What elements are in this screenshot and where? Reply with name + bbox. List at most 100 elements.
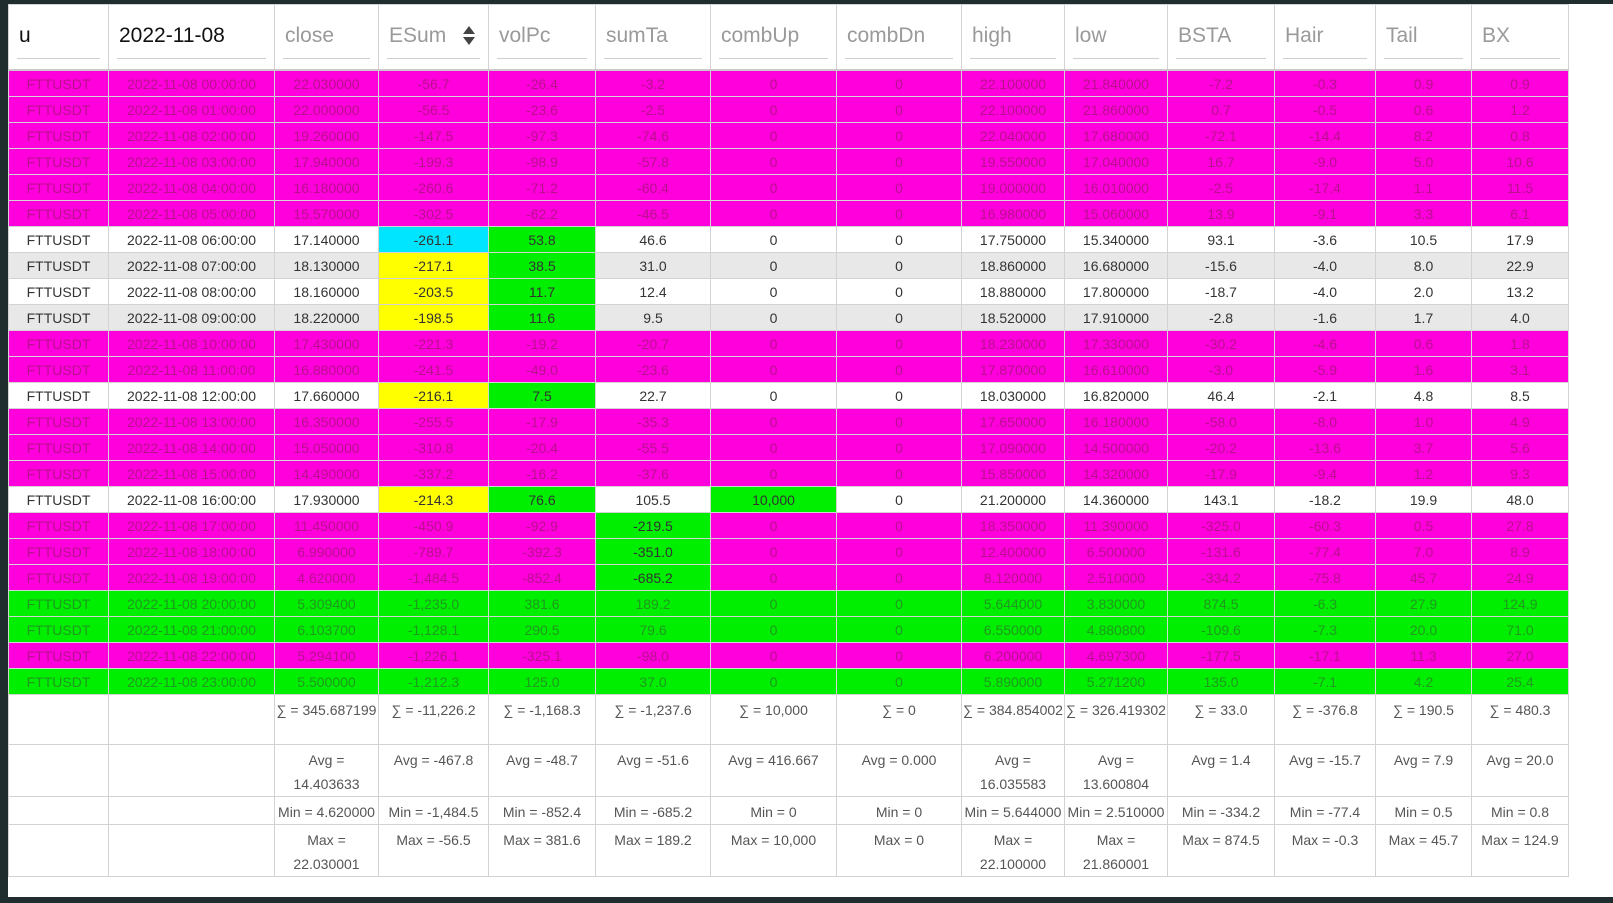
summary-cell: ∑ = 190.5 xyxy=(1375,694,1472,745)
column-header-combup[interactable]: combUp xyxy=(710,4,837,71)
table-cell: 0 xyxy=(710,590,837,617)
table-cell: 12.4 xyxy=(595,278,711,305)
column-header-bsta[interactable]: BSTA xyxy=(1167,4,1275,71)
table-row[interactable]: FTTUSDT 2022-11-08 12:00:00 17.660000 -216.… xyxy=(8,382,1569,409)
column-header-low[interactable]: low xyxy=(1064,4,1168,71)
column-header-combdn[interactable]: combDn xyxy=(836,4,962,71)
table-cell: -49.0 xyxy=(488,356,596,383)
column-header-esum[interactable]: ESum xyxy=(378,4,489,71)
summary-cell: Avg = 1.4 xyxy=(1167,744,1275,797)
table-cell: -58.0 xyxy=(1167,408,1275,435)
table-cell: 381.6 xyxy=(488,590,596,617)
column-header-bx[interactable]: BX xyxy=(1471,4,1569,71)
table-cell: -109.6 xyxy=(1167,616,1275,643)
column-header-u[interactable]: u xyxy=(8,4,109,71)
column-header-volpc[interactable]: volPc xyxy=(488,4,596,71)
table-cell: 17.800000 xyxy=(1064,278,1168,305)
table-cell: -3.2 xyxy=(595,69,711,97)
table-cell: 11.5 xyxy=(1471,174,1569,201)
table-cell: -147.5 xyxy=(378,122,489,149)
column-header-hair[interactable]: Hair xyxy=(1274,4,1376,71)
table-row[interactable]: FTTUSDT 2022-11-08 17:00:00 11.450000 -450.… xyxy=(8,512,1569,539)
table-cell: 3.830000 xyxy=(1064,590,1168,617)
table-row[interactable]: FTTUSDT 2022-11-08 07:00:00 18.130000 -217.… xyxy=(8,252,1569,279)
table-row[interactable]: FTTUSDT 2022-11-08 08:00:00 18.160000 -203.… xyxy=(8,278,1569,305)
summary-cell: ∑ = -11,226.2 xyxy=(378,694,489,745)
table-row[interactable]: FTTUSDT 2022-11-08 14:00:00 15.050000 -310.… xyxy=(8,434,1569,461)
table-row[interactable]: FTTUSDT 2022-11-08 02:00:00 19.260000 -147.… xyxy=(8,122,1569,149)
table-cell: -30.2 xyxy=(1167,330,1275,357)
table-row[interactable]: FTTUSDT 2022-11-08 20:00:00 5.309400 -1,235… xyxy=(8,590,1569,617)
table-cell: 2022-11-08 09:00:00 xyxy=(108,304,275,331)
summary-cell xyxy=(8,694,109,745)
table-cell: 0 xyxy=(710,512,837,539)
summary-cell xyxy=(108,744,275,797)
column-header-2022-11-08[interactable]: 2022-11-08 xyxy=(108,4,275,71)
table-cell: 12.400000 xyxy=(961,538,1065,565)
table-cell: -26.4 xyxy=(488,69,596,97)
summary-cell: ∑ = -1,168.3 xyxy=(488,694,596,745)
table-cell: 14.360000 xyxy=(1064,486,1168,513)
table-cell: 5.644000 xyxy=(961,590,1065,617)
table-row[interactable]: FTTUSDT 2022-11-08 01:00:00 22.000000 -56.5… xyxy=(8,96,1569,123)
table-row[interactable]: FTTUSDT 2022-11-08 03:00:00 17.940000 -199.… xyxy=(8,148,1569,175)
table-row[interactable]: FTTUSDT 2022-11-08 00:00:00 22.030000 -56.7… xyxy=(8,69,1569,97)
table-row[interactable]: FTTUSDT 2022-11-08 04:00:00 16.180000 -260.… xyxy=(8,174,1569,201)
column-header-high[interactable]: high xyxy=(961,4,1065,71)
summary-cell: Max = -0.3 xyxy=(1274,824,1376,877)
table-row[interactable]: FTTUSDT 2022-11-08 19:00:00 4.620000 -1,484… xyxy=(8,564,1569,591)
table-cell: FTTUSDT xyxy=(8,278,109,305)
table-cell: FTTUSDT xyxy=(8,460,109,487)
table-cell: -4.0 xyxy=(1274,278,1376,305)
table-row[interactable]: FTTUSDT 2022-11-08 09:00:00 18.220000 -198.… xyxy=(8,304,1569,331)
column-header-close[interactable]: close xyxy=(274,4,379,71)
table-cell: 0.9 xyxy=(1375,69,1472,97)
table-cell: FTTUSDT xyxy=(8,564,109,591)
summary-cell: Max = 381.6 xyxy=(488,824,596,877)
table-cell: -1,128.1 xyxy=(378,616,489,643)
table-row[interactable]: FTTUSDT 2022-11-08 10:00:00 17.430000 -221.… xyxy=(8,330,1569,357)
table-cell: -8.0 xyxy=(1274,408,1376,435)
table-row[interactable]: FTTUSDT 2022-11-08 05:00:00 15.570000 -302.… xyxy=(8,200,1569,227)
table-cell: FTTUSDT xyxy=(8,512,109,539)
summary-cell: ∑ = 326.419302 xyxy=(1064,694,1168,745)
table-row[interactable]: FTTUSDT 2022-11-08 18:00:00 6.990000 -789.7… xyxy=(8,538,1569,565)
table-row[interactable]: FTTUSDT 2022-11-08 21:00:00 6.103700 -1,128… xyxy=(8,616,1569,643)
table-cell: 1.2 xyxy=(1471,96,1569,123)
table-row[interactable]: FTTUSDT 2022-11-08 16:00:00 17.930000 -214.… xyxy=(8,486,1569,513)
table-cell: 290.5 xyxy=(488,616,596,643)
table-cell: 17.910000 xyxy=(1064,304,1168,331)
column-header-sumta[interactable]: sumTa xyxy=(595,4,711,71)
table-cell: 22.100000 xyxy=(961,69,1065,97)
table-row[interactable]: FTTUSDT 2022-11-08 11:00:00 16.880000 -241.… xyxy=(8,356,1569,383)
table-cell: -7.1 xyxy=(1274,668,1376,695)
table-cell: 874.5 xyxy=(1167,590,1275,617)
table-row[interactable]: FTTUSDT 2022-11-08 06:00:00 17.140000 -261.… xyxy=(8,226,1569,253)
table-cell: 0 xyxy=(836,564,962,591)
summary-cell: Avg = -51.6 xyxy=(595,744,711,797)
summary-cell: Avg = 16.035583 xyxy=(961,744,1065,797)
table-cell: 2022-11-08 01:00:00 xyxy=(108,96,275,123)
table-cell: 0.6 xyxy=(1375,96,1472,123)
sort-icon[interactable] xyxy=(460,24,478,48)
table-cell: 16.7 xyxy=(1167,148,1275,175)
table-cell: 15.850000 xyxy=(961,460,1065,487)
table-cell: -1,226.1 xyxy=(378,642,489,669)
table-cell: -198.5 xyxy=(378,304,489,331)
table-cell: -177.5 xyxy=(1167,642,1275,669)
table-row[interactable]: FTTUSDT 2022-11-08 13:00:00 16.350000 -255.… xyxy=(8,408,1569,435)
table-cell: -97.3 xyxy=(488,122,596,149)
table-cell: 18.160000 xyxy=(274,278,379,305)
table-cell: -20.7 xyxy=(595,330,711,357)
table-row[interactable]: FTTUSDT 2022-11-08 22:00:00 5.294100 -1,226… xyxy=(8,642,1569,669)
table-row[interactable]: FTTUSDT 2022-11-08 23:00:00 5.500000 -1,212… xyxy=(8,668,1569,695)
summary-cell: Min = 0.8 xyxy=(1471,796,1569,825)
table-cell: 1.1 xyxy=(1375,174,1472,201)
table-cell: FTTUSDT xyxy=(8,356,109,383)
column-header-tail[interactable]: Tail xyxy=(1375,4,1472,71)
table-cell: 22.000000 xyxy=(274,96,379,123)
table-cell: 0 xyxy=(836,590,962,617)
table-row[interactable]: FTTUSDT 2022-11-08 15:00:00 14.490000 -337.… xyxy=(8,460,1569,487)
table-cell: 17.040000 xyxy=(1064,148,1168,175)
table-cell: 5.6 xyxy=(1471,434,1569,461)
